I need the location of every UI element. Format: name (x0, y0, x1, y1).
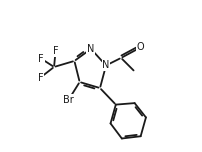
Text: O: O (136, 42, 144, 52)
Text: F: F (38, 54, 44, 64)
Text: N: N (87, 44, 94, 54)
Text: Br: Br (63, 95, 73, 105)
Text: F: F (38, 73, 43, 83)
Text: F: F (53, 46, 58, 56)
Text: N: N (102, 60, 109, 71)
